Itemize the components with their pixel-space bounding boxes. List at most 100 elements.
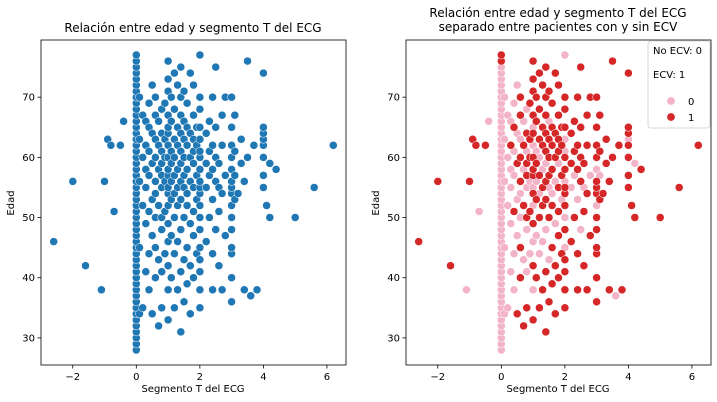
chart-right-point-series-1 xyxy=(566,237,576,246)
chart-left-point xyxy=(138,201,147,210)
chart-right-xlabel: Segmento T del ECG xyxy=(506,384,609,395)
chart-left-point xyxy=(170,68,179,78)
chart-left-point xyxy=(230,110,240,120)
chart-right-point-series-1 xyxy=(535,303,544,313)
chart-right-point-series-0 xyxy=(528,285,538,295)
chart-right-point-series-1 xyxy=(528,219,538,228)
chart-right-point-series-1 xyxy=(535,213,544,222)
chart-left-point xyxy=(195,50,205,60)
chart-right-point-series-0 xyxy=(500,92,509,102)
chart-left-y-tick-label: 40 xyxy=(22,273,35,284)
chart-left-point xyxy=(141,219,151,228)
chart-left-x-tick-label: 6 xyxy=(324,372,330,383)
legend-label-0: 0 xyxy=(688,97,694,108)
chart-left-point xyxy=(195,303,205,313)
chart-right-point-series-1 xyxy=(624,68,633,78)
chart-left-point xyxy=(195,177,205,186)
chart-left-point xyxy=(154,201,163,210)
chart-left-point xyxy=(138,153,147,162)
chart-right-point-series-1 xyxy=(446,261,455,270)
chart-left-point xyxy=(182,141,192,150)
chart-right-point-series-1 xyxy=(541,195,551,204)
legend-marker-0 xyxy=(666,96,676,106)
chart-right-point-series-1 xyxy=(560,183,570,192)
chart-left-point xyxy=(182,279,192,289)
chart-right-point-series-1 xyxy=(573,92,582,102)
chart-right-point-series-1 xyxy=(532,117,541,126)
legend-line-no-ecv: No ECV: 0 xyxy=(653,46,702,57)
chart-right-point-series-1 xyxy=(592,92,601,102)
chart-right-point-series-0 xyxy=(500,135,509,144)
chart-left-point xyxy=(109,207,119,216)
chart-left-point xyxy=(186,219,195,228)
chart-left-point xyxy=(195,165,205,174)
chart-left-x-tick-label: 0 xyxy=(133,372,139,383)
chart-right-point-series-1 xyxy=(535,104,544,114)
chart-right-point-series-1 xyxy=(624,123,633,132)
chart-left-point xyxy=(49,237,58,246)
chart-right-point-series-1 xyxy=(624,183,633,192)
chart-left-point xyxy=(176,267,186,276)
chart-right-point-series-1 xyxy=(592,225,601,234)
chart-right-point-series-1 xyxy=(627,201,636,210)
chart-left-point xyxy=(214,261,224,270)
chart-right-point-series-1 xyxy=(576,177,585,186)
chart-right-point-series-1 xyxy=(481,141,490,150)
chart-left-point xyxy=(189,159,198,168)
chart-left-title: Relación entre edad y segmento T del ECG xyxy=(64,21,321,35)
chart-left-point xyxy=(186,309,195,319)
chart-left-point xyxy=(217,110,227,120)
chart-right-point-series-0 xyxy=(462,285,471,295)
chart-right-point-series-1 xyxy=(516,153,525,162)
chart-left-point xyxy=(144,171,154,180)
chart-left-point xyxy=(170,249,179,258)
chart-right-point-series-1 xyxy=(579,261,589,270)
chart-right-point-series-1 xyxy=(528,315,538,325)
chart-right-point-series-1 xyxy=(579,207,589,216)
chart-left-point xyxy=(151,153,160,162)
chart-left-point xyxy=(163,56,173,66)
chart-right-point-series-1 xyxy=(547,165,557,174)
chart-right-point-series-1 xyxy=(519,321,528,331)
chart-right-point-series-0 xyxy=(519,255,528,264)
chart-left-point xyxy=(259,183,268,192)
chart-right-point-series-1 xyxy=(538,80,547,90)
chart-right-point-series-1 xyxy=(554,207,563,216)
chart-left-point xyxy=(179,86,189,96)
chart-right-point-series-1 xyxy=(595,110,605,120)
chart-left-point xyxy=(97,285,106,295)
chart-right-point-series-1 xyxy=(573,165,582,174)
chart-right-point-series-1 xyxy=(433,177,443,186)
chart-right-point-series-1 xyxy=(595,147,605,156)
chart-right-point-series-1 xyxy=(544,297,554,307)
chart-right-point-series-0 xyxy=(506,219,516,228)
chart-right-point-series-1 xyxy=(554,80,563,90)
chart-right-point-series-1 xyxy=(582,141,592,150)
chart-left-point xyxy=(243,153,252,162)
chart-right-point-series-1 xyxy=(414,237,423,246)
chart-right-point-series-0 xyxy=(544,255,554,264)
chart-left-point xyxy=(221,231,230,240)
chart-right-point-series-1 xyxy=(579,159,589,168)
chart-right-point-series-1 xyxy=(541,267,551,276)
chart-right-point-series-0 xyxy=(509,285,519,295)
chart-left-point xyxy=(329,141,338,150)
chart-left-point xyxy=(201,159,211,168)
chart-right-point-series-1 xyxy=(525,98,535,108)
chart-right-point-series-0 xyxy=(560,50,570,60)
chart-right-point-series-0 xyxy=(532,231,541,240)
chart-left-point xyxy=(211,225,220,234)
chart-right-y-tick-label: 60 xyxy=(387,153,400,164)
chart-right-x-tick-label: 4 xyxy=(625,372,631,383)
chart-left-point xyxy=(186,261,195,270)
chart-right-point-series-1 xyxy=(592,123,601,132)
chart-right-y-tick-label: 50 xyxy=(387,213,400,224)
chart-left-xlabel: Segmento T del ECG xyxy=(141,384,244,395)
legend-marker-1 xyxy=(666,112,676,122)
chart-right-point-series-0 xyxy=(500,243,509,252)
chart-right-point-series-1 xyxy=(608,56,617,66)
chart-right-point-series-1 xyxy=(570,117,579,126)
chart-right-point-series-1 xyxy=(576,62,585,72)
chart-right: Relación entre edad y segmento T del ECG… xyxy=(371,6,712,395)
chart-right-point-series-1 xyxy=(544,213,554,222)
